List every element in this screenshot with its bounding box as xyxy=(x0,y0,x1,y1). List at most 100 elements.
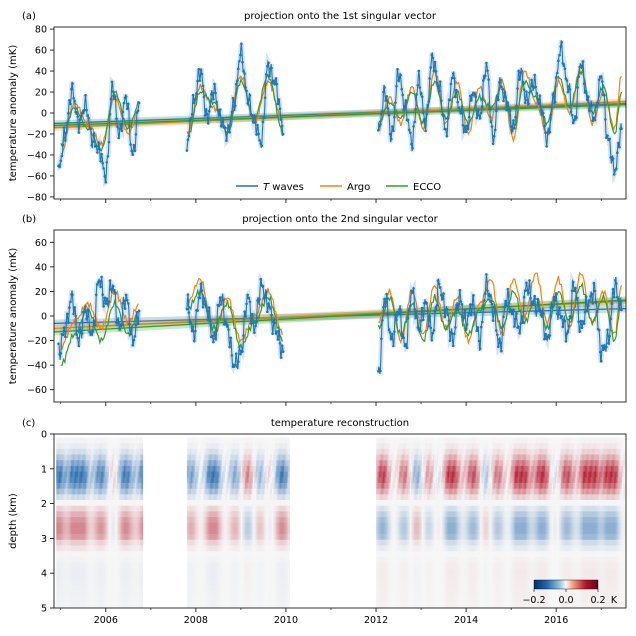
heatmap-cell xyxy=(80,443,83,450)
heatmap-cell xyxy=(231,482,234,490)
heatmap-cell xyxy=(257,505,259,512)
heatmap-cell xyxy=(100,511,103,518)
heatmap-cell xyxy=(83,602,86,608)
panel-a-t-waves-marker xyxy=(596,102,600,105)
heatmap-cell xyxy=(280,454,282,461)
heatmap-cell xyxy=(194,448,197,455)
heatmap-cell xyxy=(99,534,102,541)
heatmap-cell xyxy=(135,454,138,461)
heatmap-cell xyxy=(83,573,86,580)
heatmap-cell xyxy=(208,579,211,586)
heatmap-cell xyxy=(63,534,65,541)
panel-b-t-waves-marker xyxy=(99,285,102,289)
heatmap-cell xyxy=(85,443,88,450)
heatmap-cell xyxy=(230,465,232,472)
heatmap-cell xyxy=(102,477,104,484)
heatmap-cell xyxy=(98,517,100,524)
heatmap-cell xyxy=(224,545,227,552)
heatmap-cell xyxy=(209,556,212,563)
heatmap-cell xyxy=(228,562,231,569)
heatmap-cell xyxy=(249,454,251,461)
heatmap-cell xyxy=(192,562,195,569)
heatmap-cell xyxy=(211,596,213,603)
heatmap-cell xyxy=(81,460,84,467)
heatmap-cell xyxy=(61,477,64,484)
heatmap-cell xyxy=(242,465,245,472)
heatmap-cell xyxy=(200,568,203,575)
heatmap-cell xyxy=(58,454,61,461)
heatmap-cell xyxy=(138,454,141,461)
heatmap-cell xyxy=(228,505,231,512)
heatmap-cell xyxy=(138,448,141,455)
heatmap-cell xyxy=(282,454,285,461)
heatmap-cell xyxy=(117,579,119,586)
heatmap-cell xyxy=(277,590,280,598)
panel-a-t-waves-marker xyxy=(244,86,247,89)
heatmap-cell xyxy=(98,562,100,569)
heatmap-cell xyxy=(239,488,242,495)
heatmap-cell xyxy=(56,471,58,478)
heatmap-cell xyxy=(121,568,123,575)
heatmap-cell xyxy=(211,590,213,598)
heatmap-cell xyxy=(113,528,115,535)
heatmap-cell xyxy=(203,556,205,563)
heatmap-cell xyxy=(222,482,224,490)
heatmap-cell xyxy=(58,437,61,444)
heatmap-cell xyxy=(249,471,251,478)
heatmap-cell xyxy=(258,482,261,490)
heatmap-cell xyxy=(119,460,122,467)
heatmap-cell xyxy=(106,471,108,478)
heatmap-cell xyxy=(265,443,267,450)
heatmap-cell xyxy=(199,488,201,495)
heatmap-cell xyxy=(282,460,285,467)
heatmap-cell xyxy=(106,505,108,512)
heatmap-cell xyxy=(254,568,257,575)
heatmap-cell xyxy=(60,551,63,558)
heatmap-cell xyxy=(131,477,134,484)
heatmap-cell xyxy=(205,500,208,507)
panel-b-t-waves-marker xyxy=(209,319,212,323)
heatmap-cell xyxy=(130,460,133,467)
heatmap-cell xyxy=(266,454,269,461)
heatmap-cell xyxy=(141,437,144,444)
panel-a-t-waves-marker xyxy=(281,133,285,136)
heatmap-cell xyxy=(193,465,196,472)
heatmap-cell xyxy=(106,551,108,558)
heatmap-cell xyxy=(135,568,138,575)
heatmap-cell xyxy=(126,482,129,490)
heatmap-cell xyxy=(263,602,266,608)
heatmap-cell xyxy=(220,545,223,552)
heatmap-cell xyxy=(213,517,216,524)
heatmap-cell xyxy=(87,551,90,558)
heatmap-cell xyxy=(83,556,86,563)
heatmap-cell xyxy=(222,579,224,586)
panel-a-t-waves-marker xyxy=(456,100,460,104)
heatmap-cell xyxy=(215,545,217,552)
heatmap-cell xyxy=(207,562,209,569)
heatmap-cell xyxy=(65,454,68,461)
heatmap-cell xyxy=(81,505,84,512)
heatmap-cell xyxy=(247,551,250,558)
heatmap-cell xyxy=(207,500,209,507)
heatmap-cell xyxy=(121,556,123,563)
heatmap-cell xyxy=(197,448,200,455)
heatmap-cell xyxy=(57,596,60,603)
heatmap-cell xyxy=(95,477,98,484)
heatmap-cell xyxy=(244,534,247,541)
heatmap-cell xyxy=(126,602,129,608)
heatmap-cell xyxy=(215,590,217,598)
heatmap-cell xyxy=(231,596,234,603)
heatmap-cell xyxy=(190,454,193,461)
heatmap-cell xyxy=(85,482,88,490)
heatmap-cell xyxy=(133,505,136,512)
heatmap-cell xyxy=(217,573,220,580)
heatmap-cell xyxy=(201,443,204,450)
panel-b-t-waves-marker xyxy=(440,293,443,297)
heatmap-cell xyxy=(215,488,217,495)
heatmap-cell xyxy=(123,573,126,580)
heatmap-cell xyxy=(250,505,253,512)
panel-a-ylabel: temperature anomaly (mK) xyxy=(8,45,19,182)
heatmap-cell xyxy=(254,534,257,541)
heatmap-cell xyxy=(276,585,278,592)
heatmap-cell xyxy=(91,562,94,569)
